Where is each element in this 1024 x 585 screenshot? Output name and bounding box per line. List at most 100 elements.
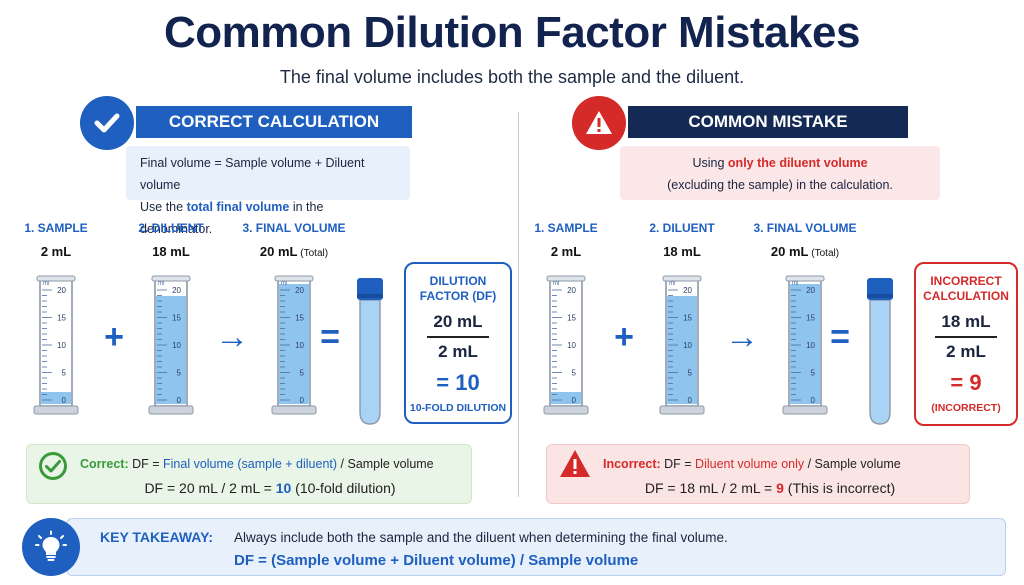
svg-text:15: 15 [567, 314, 576, 323]
svg-text:ml: ml [281, 281, 287, 287]
svg-text:ml: ml [553, 281, 559, 287]
svg-text:15: 15 [806, 314, 815, 323]
dilution-factor-box: DILUTION FACTOR (DF) 20 mL 2 mL = 10 10-… [404, 262, 512, 424]
incorrect-formula-line2: DF = 18 mL / 2 mL = 9 (This is incorrect… [644, 480, 896, 496]
step-volume: 18 mL [152, 244, 190, 259]
svg-text:20: 20 [172, 286, 181, 295]
svg-text:20: 20 [683, 286, 692, 295]
correct-info-line2: Use the total final volume in the denomi… [140, 200, 324, 236]
mistake-header: COMMON MISTAKE [628, 106, 908, 138]
section-divider [518, 112, 519, 497]
equals-icon: = [320, 318, 340, 356]
svg-text:15: 15 [683, 314, 692, 323]
correct-info-box: Final volume = Sample volume + Diluent v… [126, 146, 410, 236]
step-label: 2. DILUENT [138, 221, 204, 235]
page-subtitle: The final volume includes both the sampl… [279, 67, 745, 87]
graduated-cylinder: ml 20 15 10 5 0 [147, 266, 195, 426]
svg-text:0: 0 [688, 396, 693, 405]
df-note: (INCORRECT) [931, 402, 1001, 414]
svg-text:5: 5 [62, 369, 67, 378]
svg-text:5: 5 [572, 369, 577, 378]
key-takeaway-text: Always include both the sample and the d… [234, 530, 728, 545]
mistake-info-line2: (excluding the sample) in the calculatio… [667, 178, 893, 192]
correct-info-line1: Final volume = Sample volume + Diluent v… [140, 156, 365, 192]
incorrect-formula-box [546, 444, 970, 504]
svg-text:10: 10 [806, 341, 815, 350]
mistake-info-box: Using only the diluent volume (excluding… [620, 146, 940, 200]
step-label: 1. SAMPLE [534, 221, 598, 235]
step-label: 3. FINAL VOLUME [242, 221, 346, 235]
svg-text:ml: ml [669, 281, 675, 287]
step-volume: 2 mL [40, 244, 72, 259]
svg-text:10: 10 [172, 341, 181, 350]
key-takeaway-formula: DF = (Sample volume + Diluent volume) / … [234, 552, 639, 569]
svg-text:10: 10 [57, 341, 66, 350]
page-title: Common Dilution Factor Mistakes [164, 8, 860, 57]
fraction-bar [427, 336, 489, 338]
step-volume: 18 mL [663, 244, 701, 259]
svg-text:15: 15 [172, 314, 181, 323]
svg-text:20: 20 [295, 286, 304, 295]
df-head: INCORRECT CALCULATION [923, 274, 1009, 303]
checkmark-icon [80, 96, 134, 150]
df-denominator: 2 mL [438, 342, 478, 361]
df-numerator: 20 mL [433, 312, 483, 331]
step-label: 2. DILUENT [649, 221, 715, 235]
warning-triangle-icon [558, 448, 592, 480]
df-result: = 9 [950, 370, 982, 395]
svg-text:ml: ml [792, 281, 798, 287]
svg-text:ml: ml [158, 281, 164, 287]
test-tube-icon [355, 276, 385, 426]
test-tube-icon [865, 276, 895, 426]
mistake-info-line1: Using only the diluent volume [692, 156, 868, 170]
lightbulb-icon [22, 518, 80, 576]
svg-text:20: 20 [567, 286, 576, 295]
check-circle-icon [38, 451, 68, 481]
correct-formula-box [26, 444, 472, 504]
step-volume: 2 mL [550, 244, 582, 259]
incorrect-calculation-box: INCORRECT CALCULATION 18 mL 2 mL = 9 (IN… [914, 262, 1018, 426]
graduated-cylinder: ml 20 15 10 5 0 [781, 266, 829, 426]
svg-text:0: 0 [62, 396, 67, 405]
incorrect-formula-line1: Incorrect: DF = Diluent volume only / Sa… [603, 457, 901, 471]
svg-text:5: 5 [688, 369, 693, 378]
svg-text:5: 5 [300, 369, 305, 378]
correct-formula-line1: Correct: DF = Final volume (sample + dil… [80, 457, 434, 471]
svg-text:20: 20 [806, 286, 815, 295]
df-head: DILUTION FACTOR (DF) [419, 274, 497, 303]
correct-header: CORRECT CALCULATION [136, 106, 412, 138]
arrow-right-icon: → [215, 318, 249, 356]
graduated-cylinder: ml 20 15 10 5 0 [658, 266, 706, 426]
plus-icon: + [104, 318, 124, 356]
graduated-cylinder: ml 20 15 10 5 0 [542, 266, 590, 426]
svg-text:10: 10 [295, 341, 304, 350]
correct-formula-line2: DF = 20 mL / 2 mL = 10 (10-fold dilution… [144, 480, 396, 496]
svg-text:15: 15 [57, 314, 66, 323]
svg-text:15: 15 [295, 314, 304, 323]
graduated-cylinder: ml 20 15 10 5 0 [270, 266, 318, 426]
warning-icon [572, 96, 626, 150]
volume-note: (Total) [808, 248, 840, 259]
svg-text:5: 5 [811, 369, 816, 378]
volume-note: (Total) [297, 248, 329, 259]
step-label: 3. FINAL VOLUME [753, 221, 857, 235]
df-result: = 10 [436, 370, 480, 395]
graduated-cylinder: ml 20 15 10 5 0 [32, 266, 80, 426]
svg-text:ml: ml [43, 281, 49, 287]
svg-text:10: 10 [683, 341, 692, 350]
plus-icon: + [614, 318, 634, 356]
svg-text:0: 0 [572, 396, 577, 405]
svg-text:0: 0 [177, 396, 182, 405]
step-label: 1. SAMPLE [24, 221, 88, 235]
svg-text:10: 10 [567, 341, 576, 350]
svg-text:0: 0 [811, 396, 816, 405]
svg-text:5: 5 [177, 369, 182, 378]
step-volume: 20 mL (Total) [259, 244, 329, 259]
key-takeaway-label: KEY TAKEAWAY: [100, 529, 214, 545]
svg-text:20: 20 [57, 286, 66, 295]
equals-icon: = [830, 318, 850, 356]
svg-text:0: 0 [300, 396, 305, 405]
df-denominator: 2 mL [946, 342, 986, 361]
key-takeaway-box [66, 518, 1006, 576]
df-numerator: 18 mL [941, 312, 991, 331]
